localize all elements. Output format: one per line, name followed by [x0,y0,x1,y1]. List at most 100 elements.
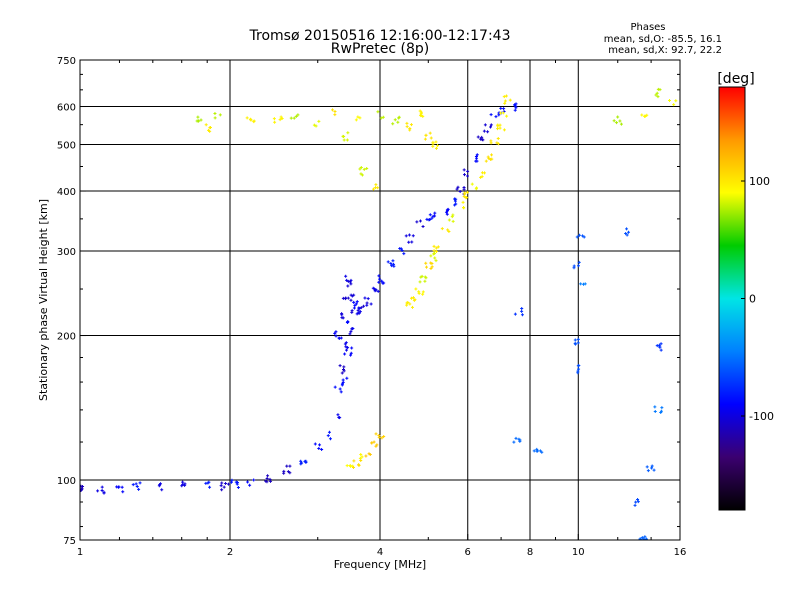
data-point [376,110,385,120]
point-mark [391,122,395,126]
point-mark [234,480,238,484]
point-mark [653,405,657,409]
point-mark [532,449,536,453]
point-mark [339,390,343,394]
point-mark [430,216,434,220]
point-mark [360,173,364,177]
point-mark [339,336,343,340]
point-mark [359,453,363,457]
point-mark [407,240,411,244]
data-point [447,213,455,223]
point-mark [619,122,623,126]
point-mark [434,246,438,250]
data-point [341,296,350,301]
point-mark [397,115,401,119]
data-point [415,219,425,229]
point-mark [520,309,524,313]
point-mark [374,444,378,448]
data-point [474,153,479,163]
point-mark [382,435,386,439]
point-mark [418,280,422,284]
data-point [418,274,428,284]
y-axis-label: Stationary phase Virtual Height [km] [37,199,50,401]
point-mark [400,248,404,252]
y-tick-label: 500 [57,141,76,152]
data-point [479,171,487,179]
point-mark [627,230,631,234]
data-point [204,480,212,489]
point-mark [352,306,356,310]
point-mark [645,465,649,469]
point-mark [576,337,580,341]
point-mark [421,225,425,229]
data-point [371,183,380,191]
point-mark [230,478,234,482]
point-mark [520,313,524,317]
point-mark [576,369,580,373]
point-mark [429,254,433,258]
point-mark [475,156,479,160]
colorbar [718,86,746,511]
data-point [572,260,581,270]
point-mark [197,119,201,123]
point-mark [135,484,139,488]
data-point [645,464,656,473]
point-mark [458,190,462,194]
point-mark [461,200,465,204]
point-mark [428,213,432,217]
point-mark [349,293,353,297]
grid-lines [80,60,680,540]
point-mark [341,134,345,138]
data-point [667,99,678,107]
point-mark [434,140,438,144]
point-mark [624,231,628,235]
point-mark [446,228,450,232]
point-mark [486,155,490,159]
point-mark [462,168,466,172]
point-mark [333,110,337,114]
point-mark [157,484,161,488]
point-mark [430,265,434,269]
data-point [343,346,354,357]
point-mark [366,297,370,301]
point-mark [338,364,342,368]
point-mark [317,447,321,451]
point-mark [512,440,516,444]
point-mark [280,117,284,121]
point-mark [208,485,212,489]
point-mark [350,327,354,331]
point-mark [285,464,289,468]
point-mark [410,240,414,244]
data-point [476,135,485,142]
point-mark [368,452,372,456]
data-point [358,453,364,460]
point-mark [362,304,366,308]
point-mark [382,281,386,285]
point-mark [340,312,344,316]
point-mark [659,342,663,346]
point-mark [342,368,346,372]
point-mark [213,112,217,116]
data-point [425,213,434,222]
point-mark [514,436,518,440]
point-mark [326,434,330,438]
data-point [432,244,440,253]
point-mark [336,413,340,417]
colorbar-tick-label: 0 [749,293,756,306]
point-mark [117,485,121,489]
point-mark [480,175,484,179]
point-mark [344,348,348,352]
data-point [489,137,500,146]
point-mark [489,125,493,129]
point-mark [272,117,276,121]
point-mark [573,342,577,346]
data-point [346,279,353,288]
point-mark [358,310,362,314]
point-mark [618,119,622,123]
data-point [579,282,587,286]
point-mark [643,114,647,118]
point-mark [456,185,460,189]
point-mark [513,312,517,316]
point-mark [348,463,352,467]
point-mark [364,454,368,458]
